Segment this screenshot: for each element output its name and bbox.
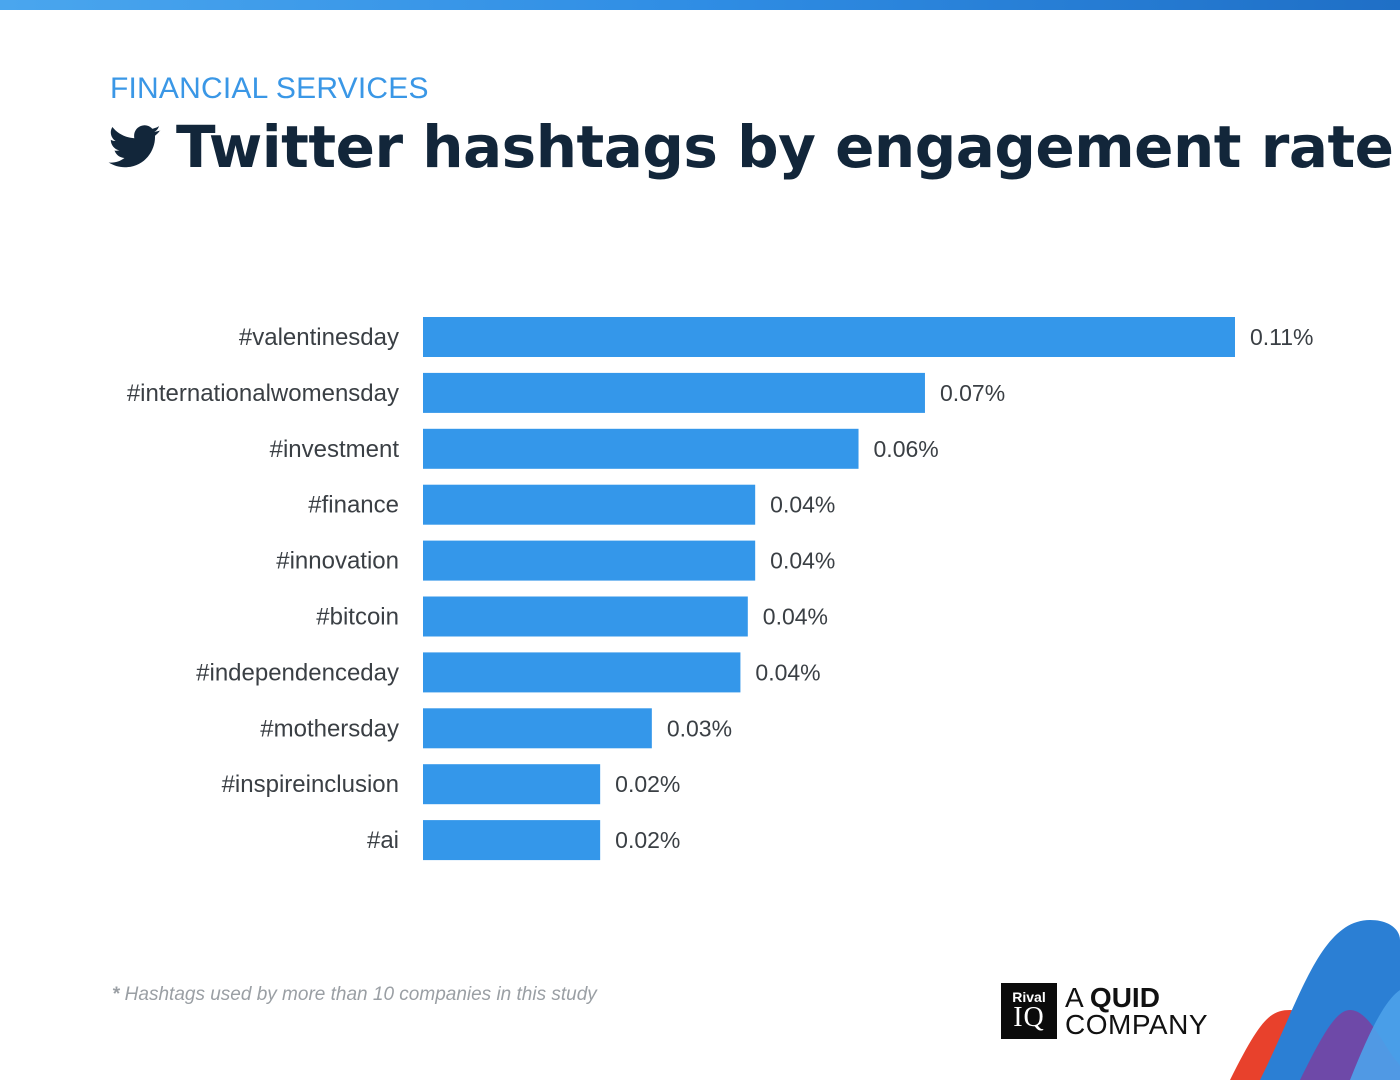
category-label: #internationalwomensday xyxy=(127,380,399,407)
category-label: #ai xyxy=(367,827,399,854)
footnote: * Hashtags used by more than 10 companie… xyxy=(112,984,597,1006)
bar xyxy=(423,652,741,693)
bar xyxy=(423,428,859,469)
chart-title: Twitter hashtags by engagement rate xyxy=(176,113,1394,181)
logo-tagline: A QUID COMPANY xyxy=(1065,982,1208,1040)
value-label: 0.04% xyxy=(755,659,820,685)
category-label: #valentinesday xyxy=(239,324,399,351)
value-label: 0.04% xyxy=(770,492,835,518)
top-accent-bar xyxy=(0,0,1400,10)
bar xyxy=(423,372,925,413)
bar xyxy=(423,708,652,749)
value-label: 0.04% xyxy=(770,548,835,574)
category-label: #independenceday xyxy=(196,659,399,686)
bar xyxy=(423,317,1235,357)
bar xyxy=(423,484,756,525)
footnote-text: Hashtags used by more than 10 companies … xyxy=(119,984,597,1005)
value-label: 0.04% xyxy=(763,604,828,630)
rival-iq-logo: Rival IQ A QUID COMPANY xyxy=(1001,983,1208,1039)
logo-iq-text: IQ xyxy=(1013,1002,1045,1033)
category-label: #mothersday xyxy=(260,715,399,742)
category-label: #bitcoin xyxy=(316,604,399,631)
value-label: 0.03% xyxy=(667,715,732,741)
corner-wave-decoration xyxy=(1230,920,1400,1080)
value-label: 0.06% xyxy=(874,436,939,462)
category-label: #finance xyxy=(308,492,399,519)
value-label: 0.02% xyxy=(615,827,680,853)
bar xyxy=(423,764,601,805)
value-label: 0.02% xyxy=(615,771,680,797)
value-label: 0.07% xyxy=(940,380,1005,406)
logo-line1-prefix: A xyxy=(1065,982,1090,1013)
bar xyxy=(423,596,748,637)
footnote-star: * xyxy=(112,984,120,1005)
category-label: FINANCIAL SERVICES xyxy=(110,72,429,105)
category-label: #innovation xyxy=(276,548,399,575)
bar xyxy=(423,820,601,861)
category-label: #inspireinclusion xyxy=(222,771,399,798)
title-row: Twitter hashtags by engagement rate xyxy=(108,112,1394,182)
rival-iq-logo-mark: Rival IQ xyxy=(1001,983,1057,1039)
bar xyxy=(423,540,756,581)
logo-line2: COMPANY xyxy=(1065,1009,1208,1040)
value-label: 0.11% xyxy=(1250,324,1314,350)
category-label: #investment xyxy=(270,436,400,463)
logo-line1-bold: QUID xyxy=(1089,982,1160,1013)
logo-rival-text: Rival xyxy=(1012,989,1046,1005)
twitter-bird-icon xyxy=(108,125,161,168)
